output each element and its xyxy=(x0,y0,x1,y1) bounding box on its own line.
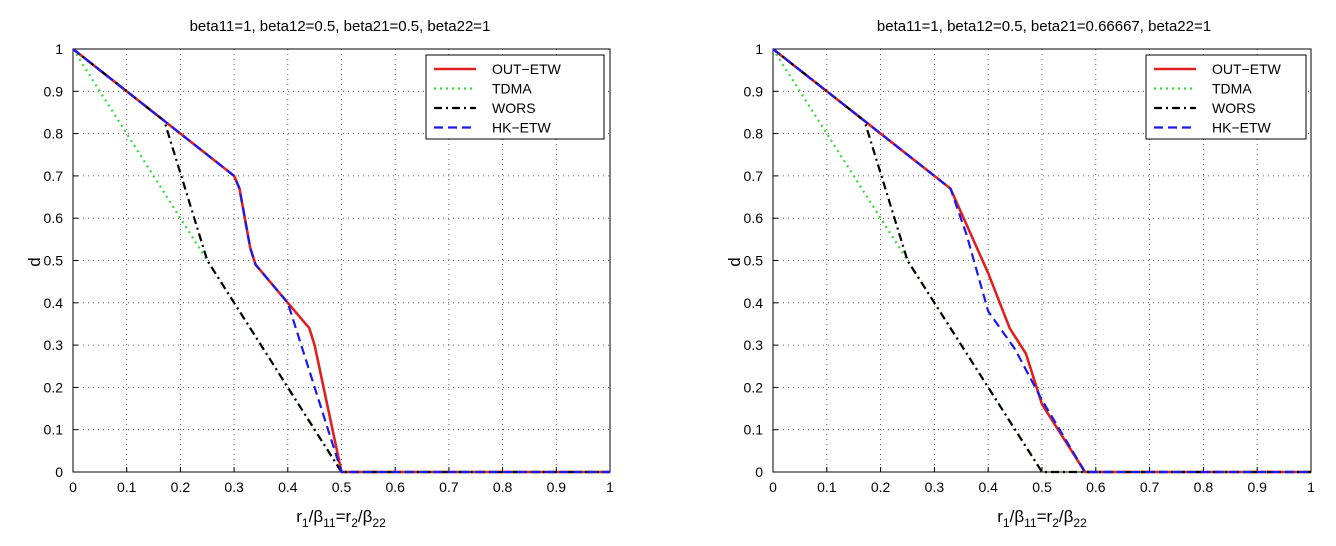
chart-left-xtick-label: 1 xyxy=(606,479,614,495)
chart-right-xtick-label: 0.5 xyxy=(1032,479,1052,495)
chart-left-ytick-label: 0.5 xyxy=(44,253,64,269)
chart-left-ytick-label: 0.4 xyxy=(44,295,64,311)
chart-left: beta11=1, beta12=0.5, beta21=0.5, beta22… xyxy=(25,18,614,530)
chart-right-ytick-label: 0.6 xyxy=(744,210,764,226)
chart-left-legend-label: WORS xyxy=(492,100,536,116)
chart-right-xtick-label: 0.8 xyxy=(1194,479,1214,495)
chart-left-ytick-label: 0.6 xyxy=(44,210,64,226)
chart-right-ytick-label: 0.2 xyxy=(744,379,764,395)
chart-right-ytick-label: 0.1 xyxy=(744,422,764,438)
chart-left-xtick-label: 0.9 xyxy=(547,479,567,495)
chart-right-xtick-label: 0.9 xyxy=(1247,479,1267,495)
chart-right-ytick-label: 0.9 xyxy=(744,83,764,99)
chart-right-xlabel: r1/β11=r2/β22 xyxy=(997,507,1087,530)
chart-left-legend: OUT−ETW TDMA WORS HK−ETW xyxy=(425,54,605,140)
chart-left-xtick-label: 0.2 xyxy=(171,479,191,495)
chart-left-xtick-label: 0.7 xyxy=(439,479,459,495)
chart-left-legend-label: OUT−ETW xyxy=(492,61,562,77)
chart-right-legend: OUT−ETW TDMA WORS HK−ETW xyxy=(1145,54,1307,140)
chart-left-series xyxy=(72,47,610,474)
chart-left-xtick-label: 0.4 xyxy=(278,479,298,495)
chart-left-ticks: 0 0.1 0.2 0.3 0.4 0.5 0.6 0.7 0.8 0.9 1 0 0.1 0.2 0.3 0… xyxy=(44,41,615,495)
chart-right-ytick-label: 0.4 xyxy=(744,295,764,311)
chart-left-ytick-label: 0.9 xyxy=(44,83,64,99)
chart-right-xtick-label: 0.3 xyxy=(925,479,945,495)
chart-right-ylabel: d xyxy=(725,257,744,266)
chart-left-ytick-label: 0.8 xyxy=(44,126,64,142)
chart-right-ytick-label: 0.5 xyxy=(744,253,764,269)
chart-right-xtick-label: 0.2 xyxy=(871,479,891,495)
chart-left-series-hk-etw xyxy=(72,48,610,474)
chart-left-xtick-label: 0.8 xyxy=(493,479,513,495)
chart-left-xtick-label: 0.5 xyxy=(332,479,352,495)
chart-left-legend-label: HK−ETW xyxy=(492,120,552,136)
chart-right-xtick-label: 1 xyxy=(1307,479,1315,495)
chart-left-xlabel: r1/β11=r2/β22 xyxy=(296,507,386,530)
chart-left-ytick-label: 0.3 xyxy=(44,337,64,353)
chart-left-ytick-label: 1 xyxy=(55,41,63,57)
chart-left-ytick-label: 0 xyxy=(55,464,63,480)
chart-right-title: beta11=1, beta12=0.5, beta21=0.66667, be… xyxy=(877,18,1211,35)
chart-right-series-hk-etw xyxy=(772,48,1311,474)
chart-left-ytick-label: 0.1 xyxy=(44,422,64,438)
chart-right-ticks: 0 0.1 0.2 0.3 0.4 0.5 0.6 0.7 0.8 0.9 1 0 0.1 0.2 0.3 0… xyxy=(744,41,1316,495)
chart-right-ytick-label: 0 xyxy=(755,464,763,480)
chart-left-xtick-label: 0 xyxy=(69,479,77,495)
chart-right-series xyxy=(772,47,1311,474)
chart-right-xtick-label: 0.7 xyxy=(1140,479,1160,495)
chart-right-ytick-label: 0.3 xyxy=(744,337,764,353)
chart-left-title: beta11=1, beta12=0.5, beta21=0.5, beta22… xyxy=(190,18,491,35)
chart-left-ytick-label: 0.2 xyxy=(44,379,64,395)
chart-left-ytick-label: 0.7 xyxy=(44,168,64,184)
chart-right-xtick-label: 0 xyxy=(769,479,777,495)
chart-left-xtick-label: 0.1 xyxy=(117,479,137,495)
chart-right-xtick-label: 0.6 xyxy=(1086,479,1106,495)
chart-right-legend-label: WORS xyxy=(1212,100,1256,116)
chart-right: beta11=1, beta12=0.5, beta21=0.66667, be… xyxy=(725,18,1315,530)
chart-right-ytick-label: 0.7 xyxy=(744,168,764,184)
chart-left-ylabel: d xyxy=(25,257,44,266)
chart-left-xtick-label: 0.6 xyxy=(385,479,405,495)
chart-left-xtick-label: 0.3 xyxy=(224,479,244,495)
chart-right-xtick-label: 0.1 xyxy=(817,479,837,495)
chart-right-series-out-etw xyxy=(772,47,1311,474)
chart-right-legend-label: OUT−ETW xyxy=(1212,61,1282,77)
chart-left-legend-label: TDMA xyxy=(492,81,532,97)
chart-right-ytick-label: 1 xyxy=(755,41,763,57)
chart-right-ytick-label: 0.8 xyxy=(744,126,764,142)
chart-right-legend-label: HK−ETW xyxy=(1212,120,1272,136)
chart-right-legend-label: TDMA xyxy=(1212,81,1252,97)
chart-right-xtick-label: 0.4 xyxy=(978,479,998,495)
